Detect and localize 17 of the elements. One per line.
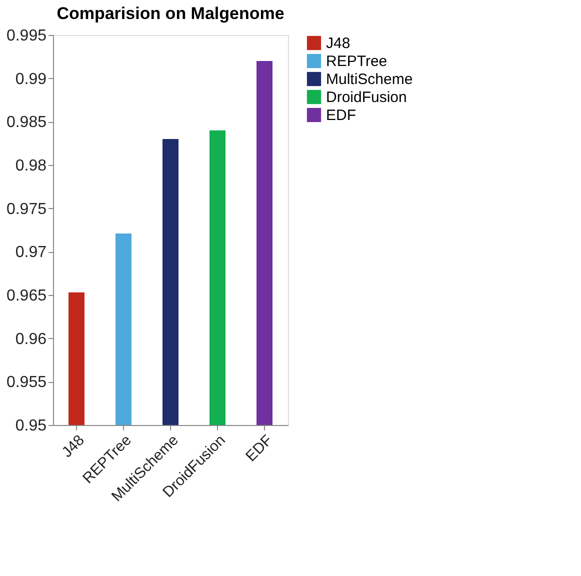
- y-tick-label: 0.955: [6, 374, 47, 392]
- y-tick-label: 0.98: [15, 158, 47, 174]
- y-tick-label: 0.995: [6, 28, 47, 44]
- legend-label: REPTree: [326, 53, 388, 70]
- legend-label: EDF: [326, 107, 356, 124]
- y-tick-label: 0.985: [6, 114, 47, 132]
- chart-title: Comparision on Malgenome: [56, 4, 284, 23]
- legend-label: J48: [326, 35, 350, 52]
- y-tick-label: 0.97: [15, 244, 47, 262]
- legend-label: DroidFusion: [326, 89, 407, 106]
- y-tick-label: 0.95: [15, 418, 47, 434]
- x-tick-label: J48: [58, 432, 88, 461]
- legend-label: MultiScheme: [326, 71, 413, 88]
- y-tick-label: 0.99: [15, 70, 47, 88]
- y-tick-label: 0.96: [15, 330, 47, 348]
- y-tick-label: 0.965: [6, 288, 47, 304]
- y-tick-label: 0.975: [6, 200, 47, 218]
